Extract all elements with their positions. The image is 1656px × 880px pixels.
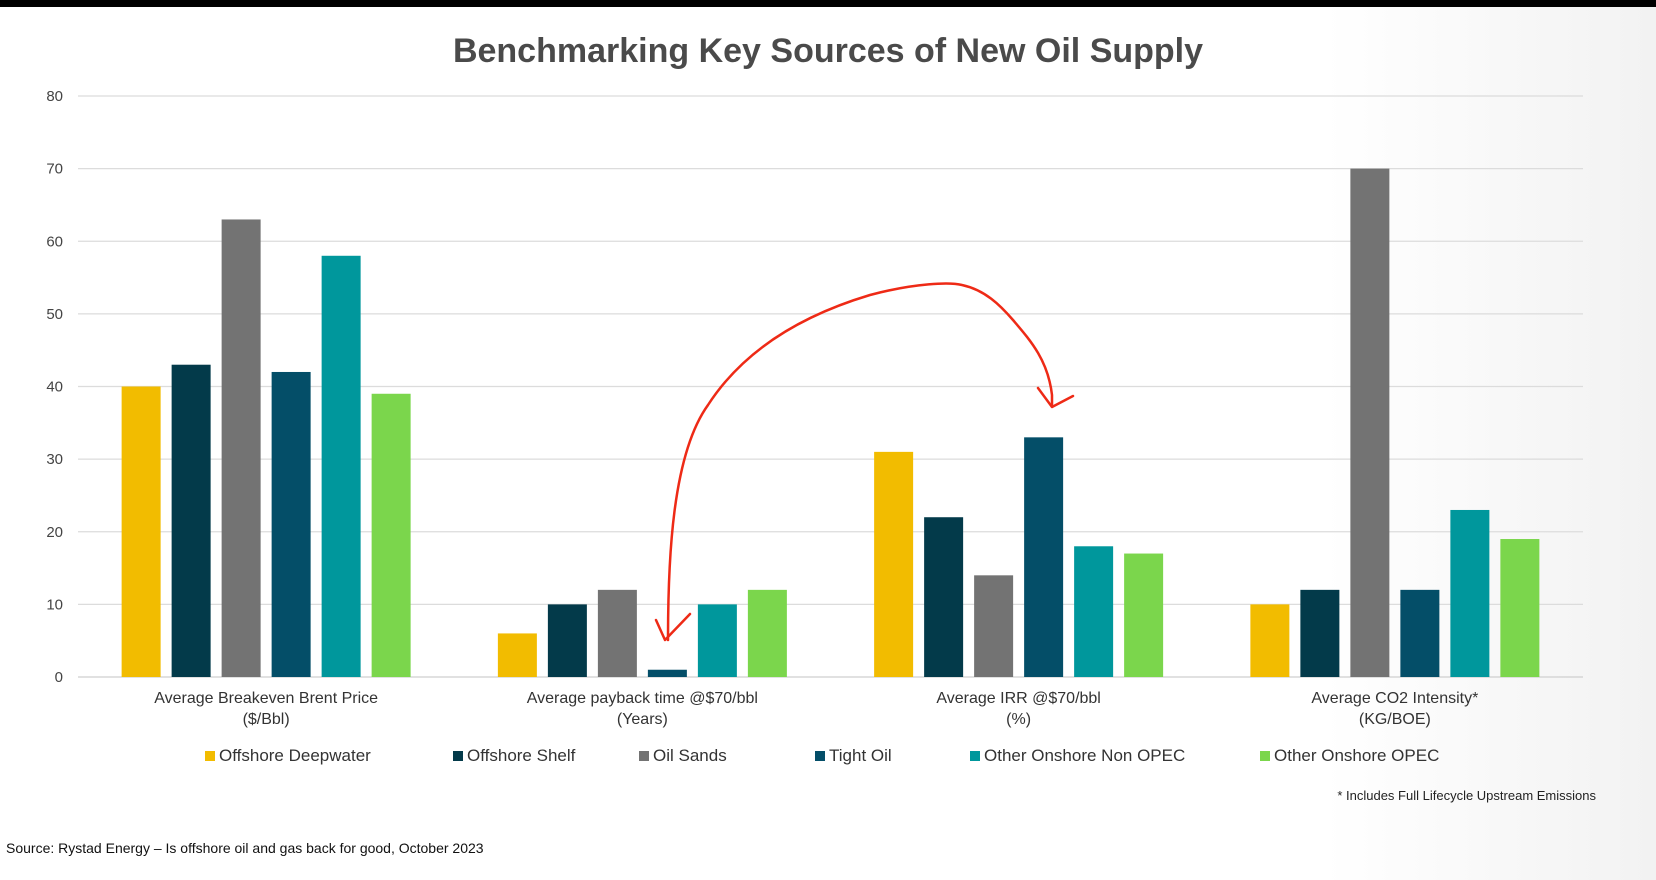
legend-label: Oil Sands: [653, 746, 727, 765]
hand-drawn-annotation: [654, 282, 1075, 642]
y-tick-label: 80: [46, 88, 63, 105]
bar-tight-oil-1: [647, 669, 687, 677]
bar-other-onshore-non-opec-2: [1074, 546, 1114, 677]
top-border: [0, 0, 1656, 7]
legend-label: Other Onshore OPEC: [1274, 746, 1440, 765]
bar-oil-sands-1: [597, 589, 637, 677]
legend-label: Offshore Shelf: [467, 746, 576, 765]
x-category-label: (Years): [617, 711, 668, 728]
bar-oil-sands-2: [974, 575, 1014, 677]
bar-offshore-shelf-2: [924, 517, 964, 677]
legend-item-oil-sands: Oil Sands: [639, 746, 727, 766]
y-tick-label: 40: [46, 379, 63, 396]
bar-offshore-shelf-1: [547, 604, 587, 677]
x-category-label: Average CO2 Intensity*: [1311, 690, 1478, 707]
x-category-label: (KG/BOE): [1359, 711, 1431, 728]
legend-item-tight-oil: Tight Oil: [815, 746, 892, 766]
x-category-label: Average Breakeven Brent Price: [154, 690, 378, 707]
legend-label: Tight Oil: [829, 746, 892, 765]
bar-oil-sands-3: [1350, 168, 1390, 677]
y-tick-label: 50: [46, 306, 63, 323]
x-category-label: Average payback time @$70/bbl: [527, 690, 758, 707]
legend-swatch: [205, 751, 215, 761]
annotation-arrowhead-right: [1036, 386, 1075, 409]
legend-item-other-onshore-non-opec: Other Onshore Non OPEC: [970, 746, 1185, 766]
bar-tight-oil-0: [271, 371, 311, 677]
bar-offshore-deepwater-0: [121, 386, 161, 677]
x-category-label: ($/Bbl): [243, 711, 290, 728]
legend-label: Offshore Deepwater: [219, 746, 371, 765]
x-category-label: Average IRR @$70/bbl: [936, 690, 1100, 707]
legend-swatch: [1260, 751, 1270, 761]
y-axis-tick-labels: 0 10 20 30 40 50 60 70 80: [46, 88, 63, 686]
y-tick-label: 20: [46, 524, 63, 541]
x-axis-category-labels: Average Breakeven Brent Price ($/Bbl) Aver…: [154, 690, 1478, 728]
y-tick-label: 10: [46, 596, 63, 613]
bar-other-onshore-non-opec-1: [697, 604, 737, 677]
bar-other-onshore-non-opec-3: [1450, 509, 1490, 677]
legend-item-offshore-deepwater: Offshore Deepwater: [205, 746, 371, 766]
bar-offshore-shelf-3: [1300, 589, 1340, 677]
source-note: Source: Rystad Energy – Is offshore oil …: [6, 840, 484, 856]
legend-item-other-onshore-opec: Other Onshore OPEC: [1260, 746, 1439, 766]
legend-swatch: [639, 751, 649, 761]
bar-other-onshore-opec-3: [1500, 539, 1540, 677]
legend: Offshore Deepwater Offshore Shelf Oil Sand…: [205, 746, 1465, 770]
footnote: * Includes Full Lifecycle Upstream Emiss…: [1337, 788, 1596, 803]
annotation-curve: [666, 282, 1054, 642]
bar-other-onshore-opec-2: [1124, 553, 1164, 677]
bar-other-onshore-non-opec-0: [321, 255, 361, 677]
bar-offshore-deepwater-2: [874, 451, 914, 677]
legend-swatch: [970, 751, 980, 761]
chart-title: Benchmarking Key Sources of New Oil Supp…: [452, 32, 1204, 70]
bar-tight-oil-2: [1024, 437, 1064, 677]
x-category-label: (%): [1006, 711, 1031, 728]
bar-offshore-shelf-0: [171, 364, 211, 677]
bar-tight-oil-3: [1400, 589, 1440, 677]
bar-offshore-deepwater-3: [1250, 604, 1290, 677]
y-tick-label: 0: [55, 669, 63, 686]
legend-label: Other Onshore Non OPEC: [984, 746, 1186, 765]
bar-other-onshore-opec-1: [747, 589, 787, 677]
legend-swatch: [453, 751, 463, 761]
bar-other-onshore-opec-0: [371, 393, 411, 677]
y-tick-label: 60: [46, 233, 63, 250]
legend-item-offshore-shelf: Offshore Shelf: [453, 746, 575, 766]
bars: [121, 168, 1540, 677]
annotation-arrowhead-left: [654, 612, 692, 642]
bar-offshore-deepwater-1: [497, 633, 537, 677]
bar-oil-sands-0: [221, 219, 261, 677]
legend-swatch: [815, 751, 825, 761]
y-tick-label: 70: [46, 161, 63, 178]
y-tick-label: 30: [46, 451, 63, 468]
